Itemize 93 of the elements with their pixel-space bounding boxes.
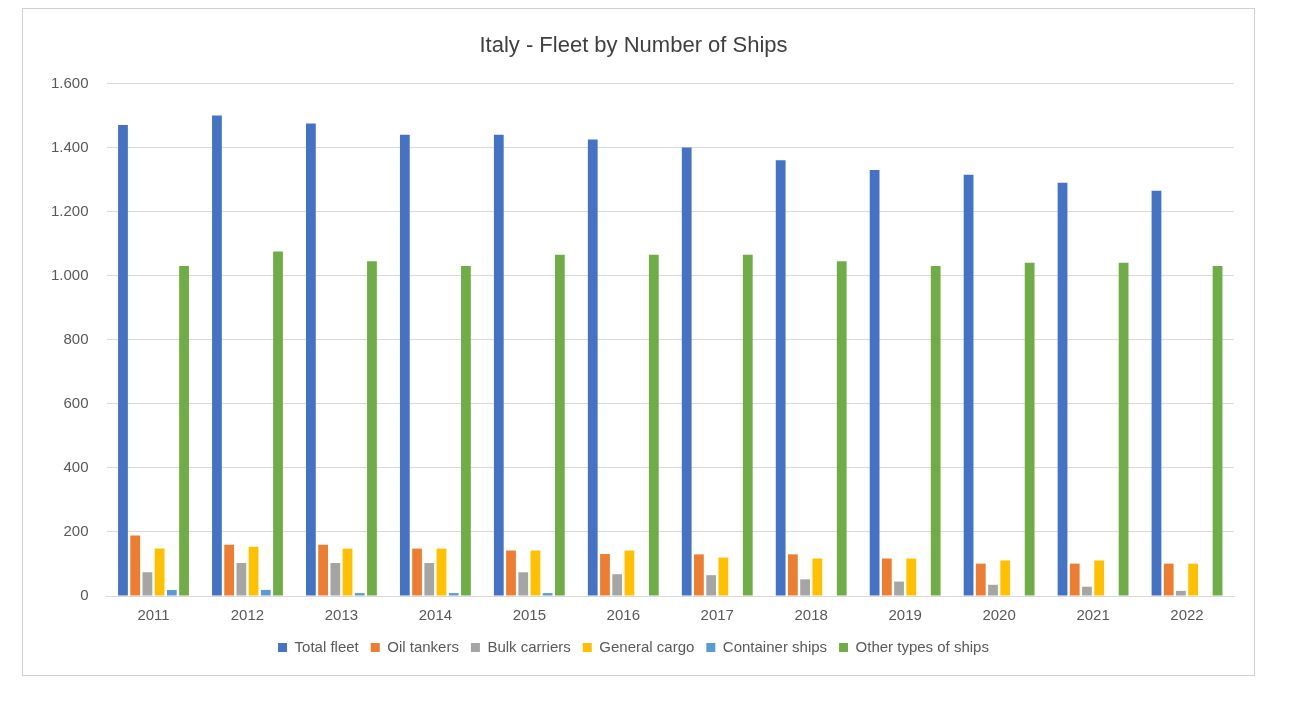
bar — [518, 572, 529, 596]
bar — [142, 572, 153, 596]
bar — [1000, 560, 1011, 596]
bar — [975, 563, 986, 596]
bar — [224, 544, 235, 596]
bar — [166, 589, 177, 596]
y-tick-label: 1.200 — [50, 201, 89, 219]
bar — [367, 261, 377, 596]
bar — [1057, 182, 1068, 596]
y-tick-label: 200 — [63, 522, 89, 540]
bar — [448, 593, 459, 596]
y-tick-label: 1.400 — [50, 137, 89, 155]
x-tick-label: 2018 — [794, 606, 828, 624]
bar — [648, 254, 659, 596]
bar — [354, 593, 365, 596]
y-tick-label: 600 — [63, 393, 89, 411]
bar — [424, 563, 435, 596]
x-tick-label: 2014 — [418, 606, 453, 624]
bar — [906, 558, 917, 596]
bar — [342, 548, 353, 596]
legend-label: Container ships — [722, 637, 828, 655]
x-tick-label: 2021 — [1076, 606, 1110, 624]
bar — [1082, 586, 1092, 596]
bar — [706, 575, 717, 596]
bar — [1188, 563, 1199, 596]
bar — [881, 558, 892, 596]
legend-label: Bulk carriers — [487, 637, 571, 655]
y-tick-label: 0 — [80, 586, 89, 604]
bar — [1151, 190, 1162, 596]
bar — [600, 554, 610, 596]
legend-label: Other types of ships — [855, 637, 989, 655]
bar — [1118, 262, 1129, 596]
bar — [1024, 262, 1035, 596]
bar — [894, 581, 904, 596]
bar — [694, 554, 704, 596]
x-tick-label: 2013 — [324, 606, 359, 624]
bar — [330, 563, 341, 596]
x-tick-label: 2022 — [1170, 606, 1204, 624]
bar — [787, 554, 798, 596]
bar — [306, 123, 316, 596]
legend-label: Total fleet — [294, 637, 360, 655]
bar — [318, 544, 328, 596]
bar — [612, 574, 623, 596]
bar — [542, 593, 553, 596]
x-tick-label: 2015 — [512, 606, 547, 624]
x-tick-label: 2020 — [982, 606, 1016, 624]
y-tick-label: 400 — [63, 457, 89, 475]
bar — [836, 261, 847, 596]
x-tick-label: 2016 — [606, 606, 640, 624]
bar — [554, 254, 565, 596]
bar — [248, 546, 259, 596]
legend-label: Oil tankers — [387, 637, 459, 655]
chart-title: Italy - Fleet by Number of Ships — [479, 32, 788, 58]
bar — [436, 548, 447, 596]
bar — [118, 125, 128, 596]
bar — [1163, 563, 1174, 596]
bar — [273, 251, 283, 596]
legend-label: General cargo — [599, 637, 695, 655]
y-tick-label: 1.600 — [50, 73, 89, 91]
bar — [530, 550, 541, 596]
bar — [506, 550, 516, 596]
bar — [212, 115, 222, 596]
bar — [718, 557, 729, 596]
bar — [930, 266, 941, 596]
bar — [812, 558, 823, 596]
bar — [800, 579, 810, 596]
bar — [154, 548, 165, 596]
bar — [1094, 560, 1105, 596]
bar — [963, 174, 974, 596]
bar — [1069, 563, 1080, 596]
bar — [130, 535, 141, 596]
bar — [624, 550, 635, 596]
bar — [587, 139, 598, 596]
x-tick-label: 2017 — [700, 606, 734, 624]
y-tick-label: 800 — [63, 329, 89, 347]
bar — [399, 134, 410, 596]
bar — [236, 563, 247, 596]
bar — [1176, 590, 1186, 596]
bar — [869, 169, 880, 596]
x-tick-label: 2011 — [137, 606, 170, 624]
bar — [179, 266, 189, 596]
y-tick-label: 1.000 — [50, 265, 89, 283]
bar — [493, 134, 504, 596]
x-tick-label: 2012 — [230, 606, 265, 624]
bar — [260, 589, 271, 596]
bar — [742, 254, 753, 596]
bar — [988, 584, 998, 596]
bar — [461, 266, 471, 596]
x-tick-label: 2019 — [888, 606, 922, 624]
bar — [1212, 266, 1223, 596]
bar — [412, 548, 422, 596]
bar — [681, 147, 692, 596]
bar — [775, 160, 786, 596]
